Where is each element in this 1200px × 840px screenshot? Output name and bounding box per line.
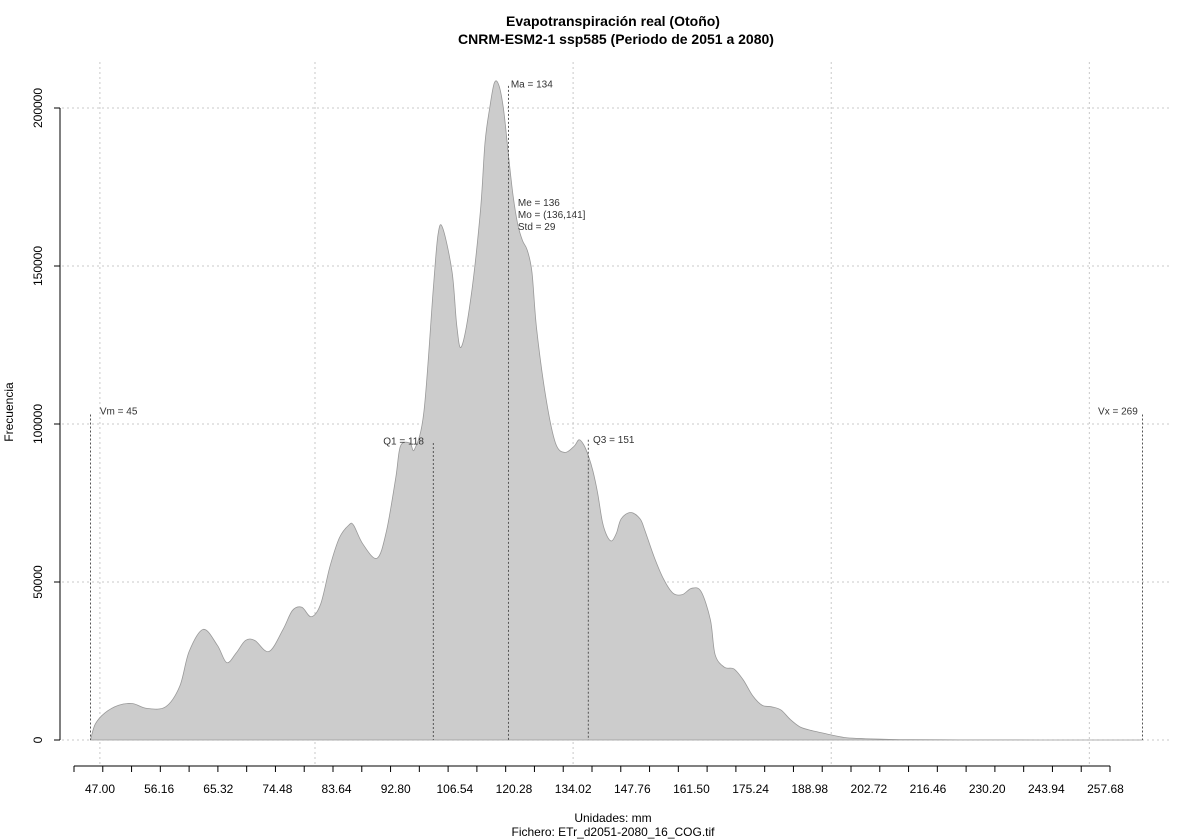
x-tick-label: 120.28 [496,782,533,796]
x-tick-label: 243.94 [1028,782,1065,796]
statistic-label: Q3 = 151 [593,435,635,446]
x-tick-label: 230.20 [969,782,1006,796]
y-tick-label: 100000 [31,404,45,444]
y-tick-label: 200000 [31,88,45,128]
x-tick-label: 56.16 [144,782,174,796]
statistic-label: Ma = 134 [511,79,553,90]
x-tick-label: 65.32 [203,782,233,796]
y-tick-label: 150000 [31,246,45,286]
axes: 0 50000 100000 150000 200000 47.00 56.16 65.32 7… [31,88,1124,796]
x-axis-label: Unidades: mm [574,811,651,825]
x-tick-label: 188.98 [791,782,828,796]
x-tick-label: 106.54 [437,782,474,796]
y-tick-label: 50000 [31,565,45,599]
statistic-lines [90,85,1143,740]
x-tick-label: 202.72 [851,782,888,796]
statistic-label: Std = 29 [518,222,556,233]
x-tick-label: 47.00 [85,782,115,796]
y-axis-label: Frecuencia [2,382,16,442]
x-tick-label: 83.64 [322,782,352,796]
x-tick-label: 74.48 [262,782,292,796]
y-tick-label: 0 [31,736,45,743]
density-area [89,80,1143,741]
file-caption: Fichero: ETr_d2051-2080_16_COG.tif [512,825,716,839]
x-tick-label: 134.02 [555,782,592,796]
x-tick-label: 257.68 [1087,782,1124,796]
x-tick-label: 161.50 [673,782,710,796]
statistic-label: Vx = 269 [1098,407,1138,418]
chart-subtitle: CNRM-ESM2-1 ssp585 (Periodo de 2051 a 20… [458,31,774,47]
statistic-label: Vm = 45 [100,407,138,418]
statistic-label: Mo = (136,141] [518,210,586,221]
x-tick-label: 147.76 [614,782,651,796]
x-tick-label: 92.80 [381,782,411,796]
statistic-label: Q1 = 118 [383,437,424,448]
chart-title: Evapotranspiración real (Otoño) [506,13,720,29]
statistic-label: Me = 136 [518,198,560,209]
x-tick-label: 216.46 [910,782,947,796]
density-series [89,80,1143,741]
x-tick-label: 175.24 [732,782,769,796]
